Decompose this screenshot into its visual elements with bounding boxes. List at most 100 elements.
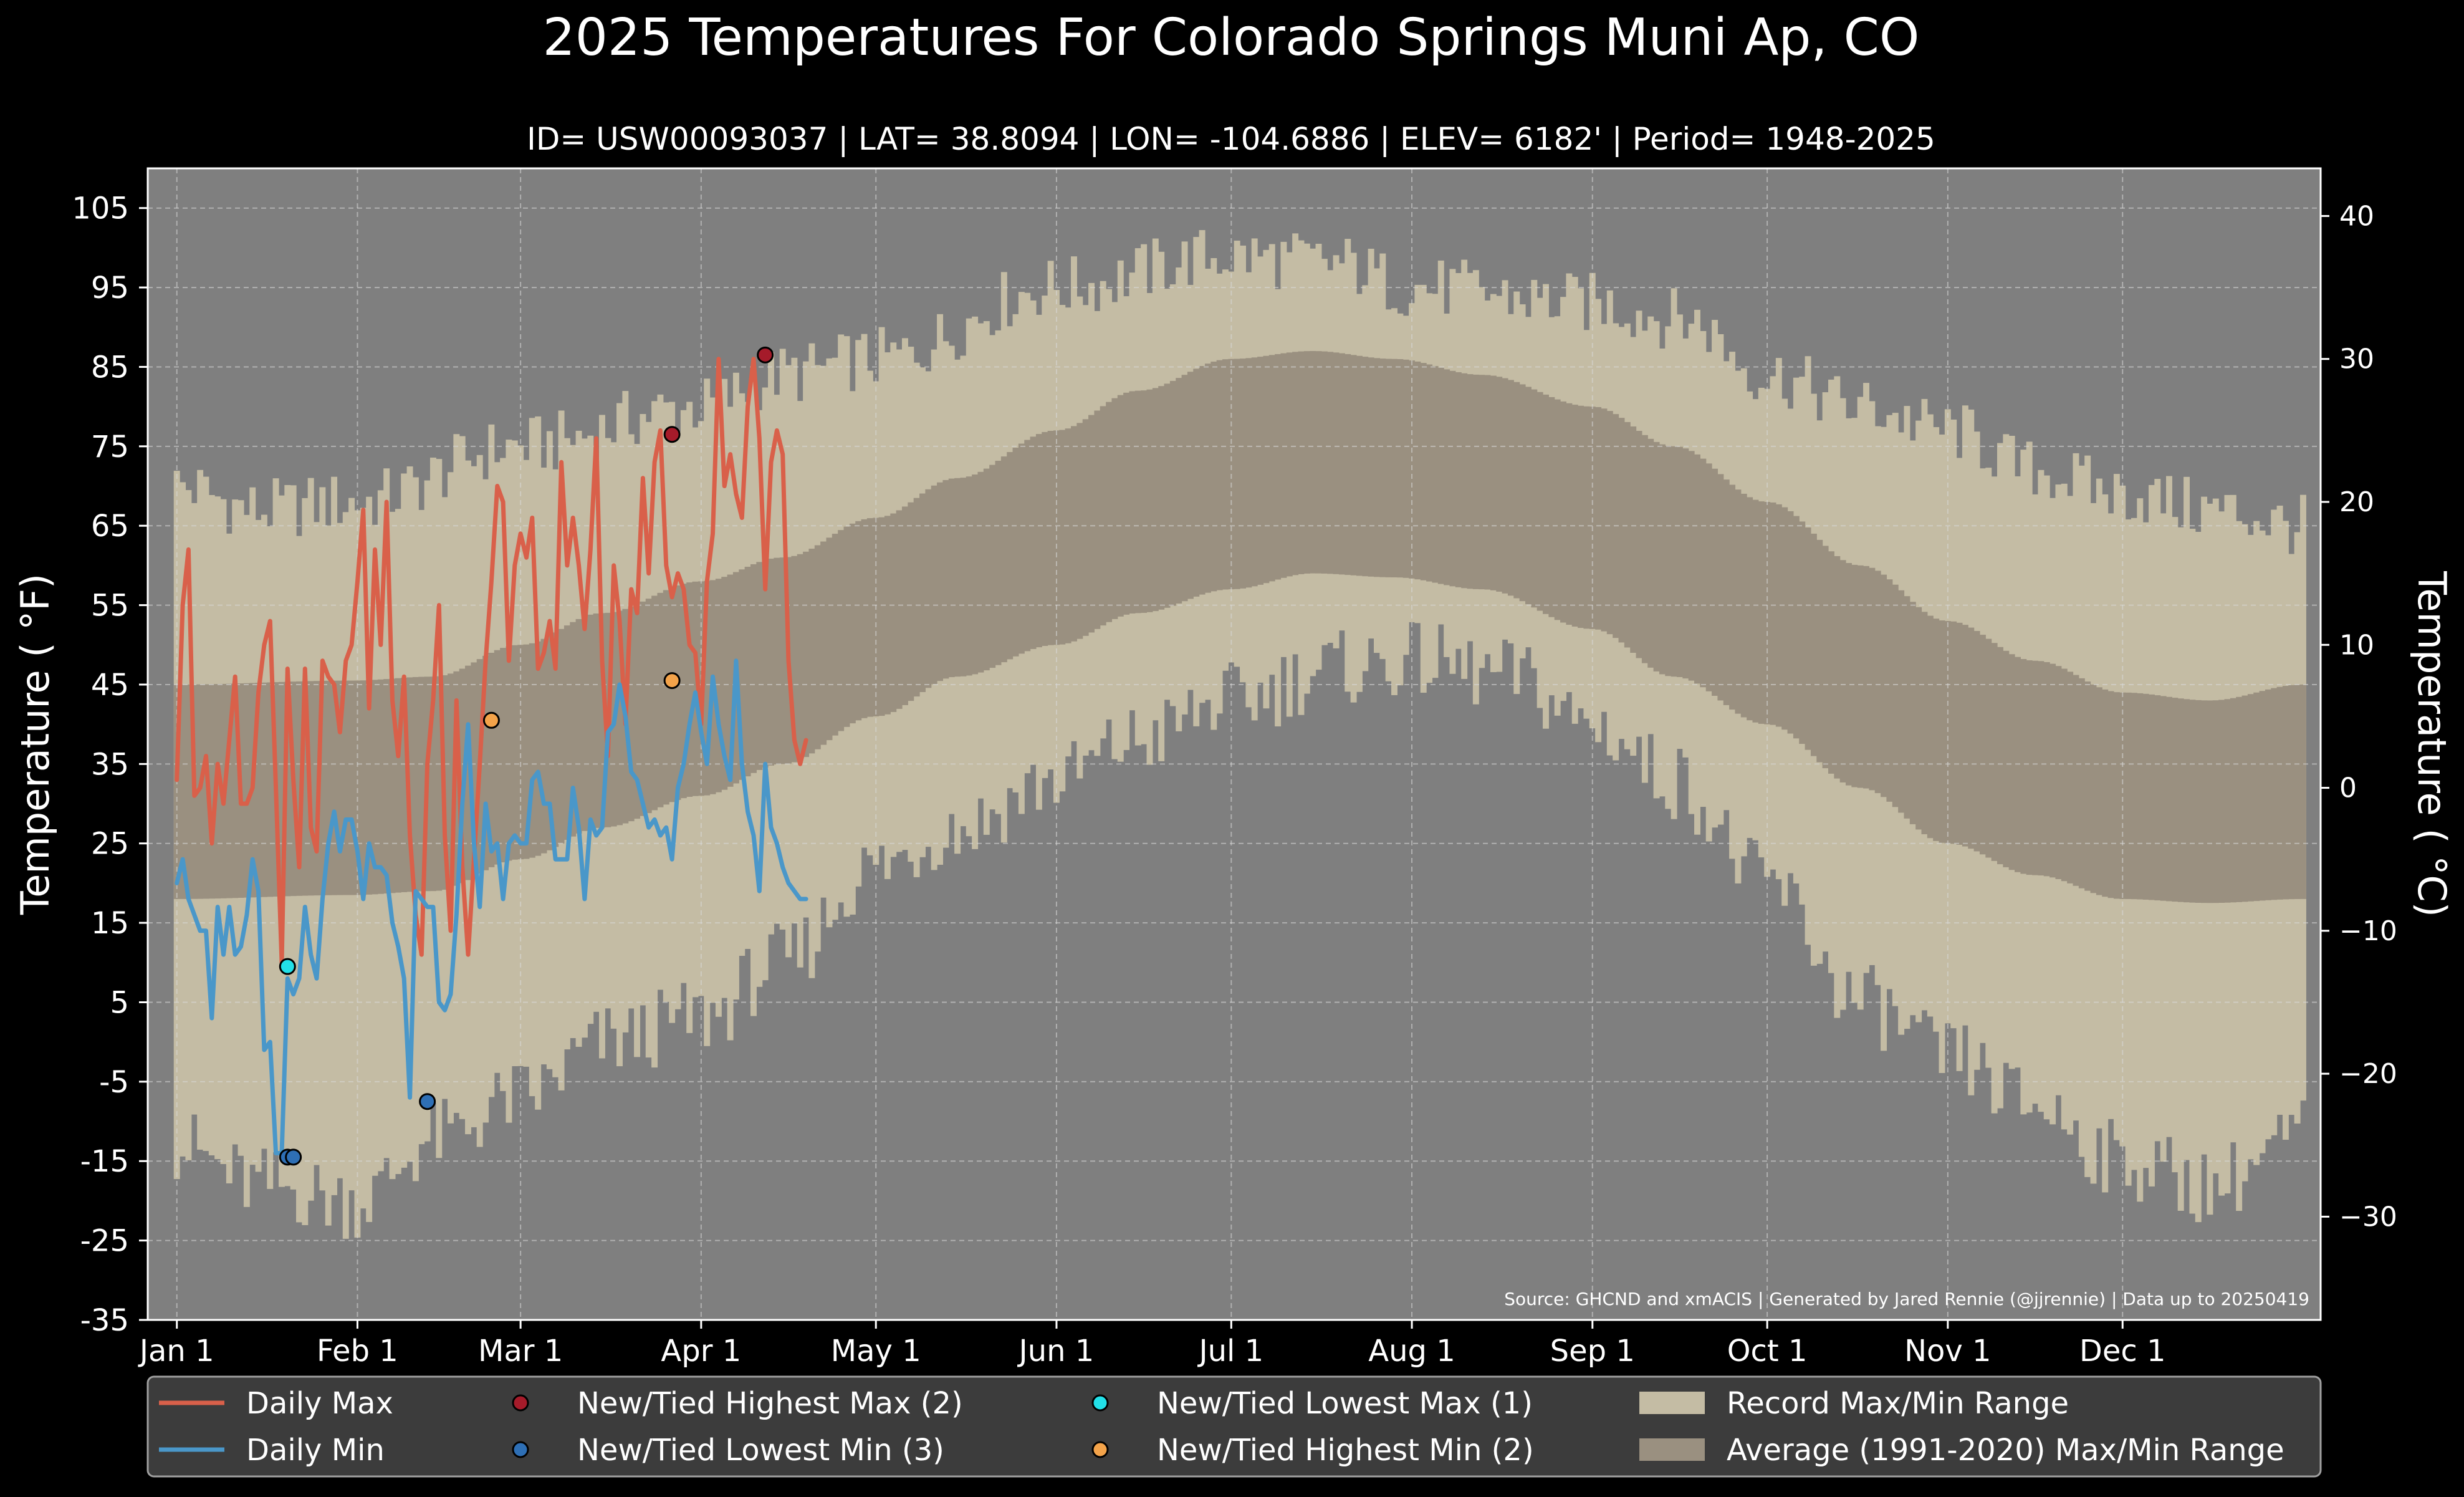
average-range-bar — [1117, 395, 1124, 617]
average-range-bar — [826, 537, 833, 741]
average-range-bar — [669, 587, 676, 802]
average-range-bar — [208, 684, 215, 899]
average-range-bar — [1199, 366, 1206, 595]
average-range-bar — [919, 493, 926, 692]
average-range-bar — [337, 680, 343, 895]
average-range-bar — [302, 681, 309, 896]
average-range-bar — [855, 521, 862, 721]
average-range-bar — [2253, 692, 2260, 902]
average-range-bar — [2113, 692, 2120, 899]
marker-new-tied-highest-max — [757, 346, 774, 363]
average-range-bar — [278, 681, 285, 897]
average-range-bar — [448, 673, 454, 888]
legend-swatch-new-tied-highest-max-2 — [512, 1394, 529, 1412]
average-range-bar — [1356, 355, 1363, 576]
average-range-bar — [1915, 607, 1922, 830]
y-axis-right-label: Temperature ( °C) — [2409, 570, 2455, 917]
average-range-bar — [1536, 392, 1543, 611]
average-range-bar — [2160, 696, 2167, 901]
y-right-tick-label: 0 — [2339, 773, 2357, 804]
average-range-bar — [1525, 387, 1532, 605]
average-range-bar — [838, 530, 845, 731]
average-range-bar — [634, 604, 641, 819]
average-range-bar — [768, 559, 774, 766]
average-range-bar — [1257, 357, 1264, 585]
y-left-tick-label: -15 — [80, 1144, 129, 1179]
average-range-bar — [1805, 527, 1811, 750]
average-range-bar — [2247, 694, 2254, 902]
average-range-bar — [966, 476, 972, 676]
y-left-tick-label: -25 — [80, 1224, 129, 1259]
average-range-bar — [849, 523, 856, 724]
average-range-bar — [2084, 681, 2091, 891]
average-range-bar — [1397, 359, 1404, 578]
average-range-bar — [878, 517, 885, 716]
average-range-bar — [1210, 362, 1217, 592]
average-range-bar — [1292, 352, 1299, 575]
average-range-bar — [1810, 533, 1817, 756]
average-range-bar — [1799, 521, 1806, 744]
average-range-bar — [1747, 497, 1753, 721]
average-range-bar — [2288, 685, 2295, 900]
average-range-bar — [808, 549, 815, 754]
average-range-bar — [319, 681, 326, 895]
legend-label-record-max-min-range: Record Max/Min Range — [1727, 1386, 2069, 1421]
average-range-bar — [1065, 428, 1071, 643]
y-left-tick-label: 75 — [91, 430, 129, 465]
average-range-bar — [436, 676, 443, 891]
average-range-bar — [1030, 436, 1037, 649]
average-range-bar — [471, 662, 477, 877]
legend-swatch-new-tied-lowest-max-1 — [1091, 1394, 1109, 1412]
marker-new-tied-highest-min — [663, 672, 681, 690]
average-range-bar — [395, 678, 401, 893]
average-range-bar — [1700, 458, 1707, 688]
x-tick-label: Jul 1 — [1197, 1334, 1263, 1369]
average-range-bar — [226, 683, 232, 898]
average-range-bar — [2218, 700, 2225, 903]
average-range-bar — [1507, 380, 1514, 596]
average-range-bar — [1222, 359, 1229, 590]
average-range-bar — [232, 683, 239, 898]
average-range-bars — [173, 350, 2306, 903]
average-range-bar — [535, 641, 542, 856]
average-range-bar — [1286, 352, 1293, 577]
average-range-bar — [1449, 370, 1456, 587]
average-range-bar — [2020, 658, 2027, 874]
average-range-bar — [2236, 696, 2243, 902]
average-range-bar — [756, 562, 763, 770]
marker-new-tied-lowest-min — [285, 1148, 302, 1166]
average-range-bar — [2142, 693, 2149, 900]
average-range-bar — [1484, 375, 1491, 590]
average-range-bar — [354, 680, 361, 895]
average-range-bar — [1874, 570, 1881, 794]
average-range-bar — [255, 683, 262, 898]
average-range-bar — [429, 676, 436, 892]
average-range-bar — [2177, 698, 2184, 902]
average-range-bar — [651, 595, 658, 811]
average-range-bar — [558, 628, 565, 844]
average-range-bar — [721, 577, 728, 790]
average-range-bar — [1280, 353, 1287, 578]
average-range-bar — [1472, 374, 1479, 589]
average-range-bar — [1618, 418, 1625, 643]
average-range-bar — [366, 680, 373, 895]
y-axis-left-label: Temperature ( °F) — [12, 574, 58, 915]
average-range-bar — [2073, 675, 2079, 886]
average-range-bar — [1088, 415, 1095, 633]
average-range-bar — [1851, 564, 1858, 787]
average-range-bar — [908, 502, 914, 701]
average-range-bar — [1641, 435, 1648, 663]
legend-swatch-new-tied-highest-min-2 — [1091, 1441, 1109, 1458]
average-range-bar — [1018, 443, 1025, 654]
average-range-bar — [1857, 565, 1864, 788]
x-tick-label: Mar 1 — [478, 1334, 563, 1369]
average-range-bar — [1240, 359, 1246, 589]
average-range-bar — [1578, 405, 1584, 628]
average-range-bar — [1892, 584, 1899, 807]
x-tick-label: May 1 — [831, 1334, 921, 1369]
average-range-bar — [995, 461, 1002, 665]
average-range-bar — [2032, 660, 2039, 875]
average-range-bar — [1682, 448, 1689, 679]
average-range-bar — [1310, 350, 1316, 574]
marker-new-tied-lowest-max — [279, 958, 296, 975]
